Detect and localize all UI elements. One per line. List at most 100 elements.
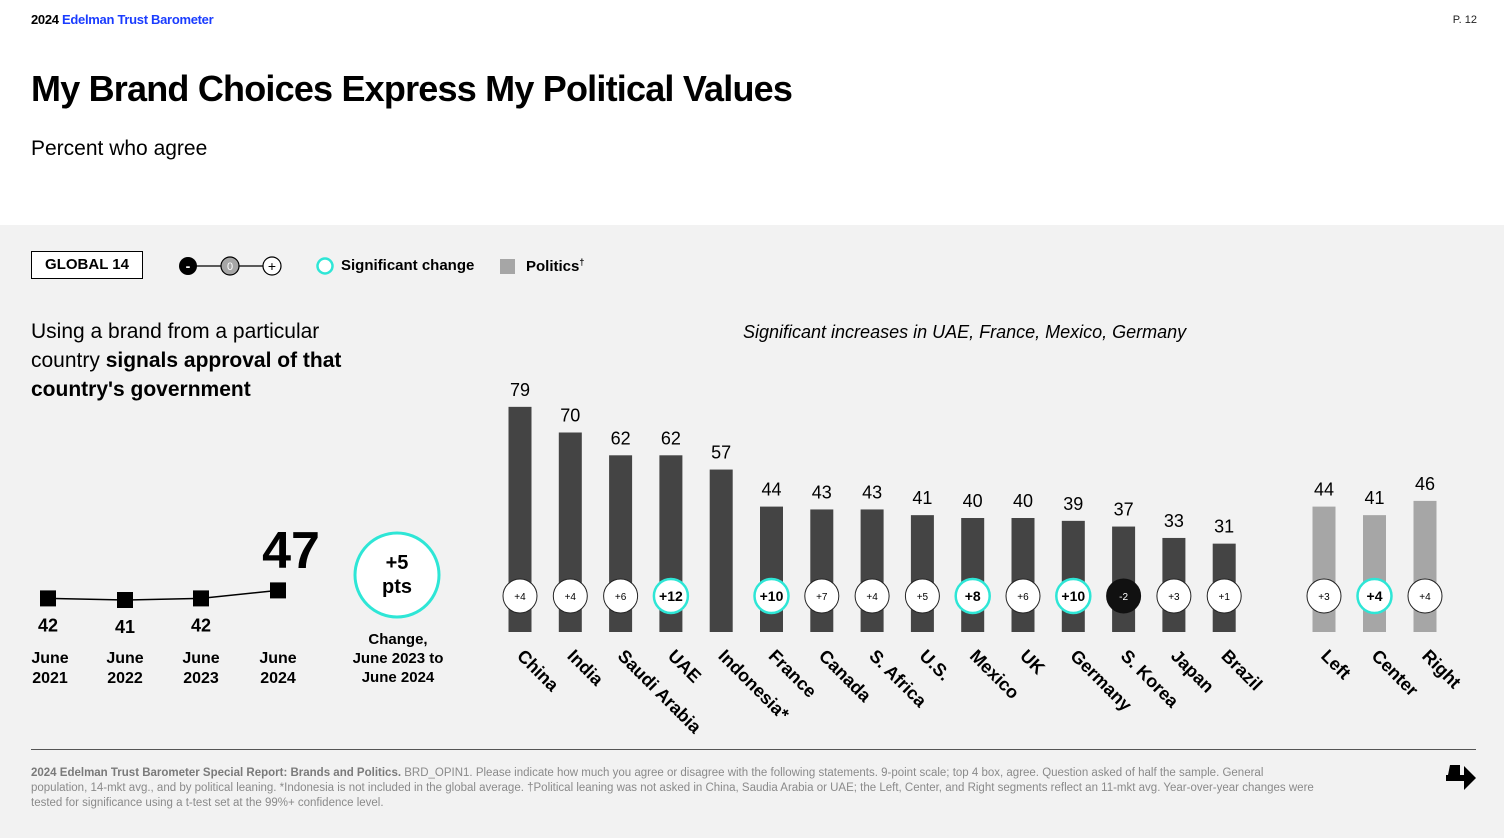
footnote-text: BRD_OPIN1. Please indicate how much you … [31, 767, 1314, 809]
trend-x-label: 2021 [32, 670, 68, 687]
trend-current-value: 47 [262, 522, 320, 580]
trend-x-label: 2024 [260, 670, 296, 687]
brand-logo: 2024 Edelman Trust Barometer [31, 12, 214, 27]
bar-value-label: 37 [1114, 500, 1134, 520]
change-badge-label: +3 [1168, 592, 1180, 603]
bar-value-label: 39 [1063, 494, 1083, 514]
trend-point [40, 590, 56, 607]
trend-x-label: June [106, 650, 143, 667]
change-badge [652, 577, 690, 615]
statement-bold: signals approval of that country's gover… [31, 349, 342, 401]
change-caption-line2: June 2023 to [352, 650, 444, 667]
category-label: UAE [664, 646, 705, 687]
page-subtitle: Percent who agree [31, 137, 208, 160]
zero-glyph: 0 [227, 261, 233, 273]
change-badge [804, 578, 840, 614]
change-value: +5 [386, 552, 409, 574]
bar [1061, 520, 1085, 632]
footnote-source: 2024 Edelman Trust Barometer Special Rep… [31, 767, 402, 779]
bar-value-label: 62 [661, 428, 681, 448]
trend-x-label: June [182, 650, 219, 667]
change-unit: pts [382, 576, 412, 598]
bar [1363, 515, 1386, 632]
change-badge [1206, 578, 1242, 614]
footnote: 2024 Edelman Trust Barometer Special Rep… [31, 766, 1321, 811]
bar-value-label: 41 [912, 488, 932, 508]
change-badge [1055, 577, 1092, 615]
content-panel [0, 225, 1504, 838]
change-badge-label: +10 [760, 588, 784, 604]
page-number: P. 12 [1452, 14, 1477, 26]
category-label: UK [1016, 646, 1049, 679]
bar-value-label: 57 [711, 443, 731, 463]
category-label: Center [1368, 646, 1422, 700]
footer-divider [31, 749, 1476, 750]
trend-x-label: June [259, 650, 296, 667]
politics-legend-label: Politics† [526, 257, 584, 275]
bar-value-label: 40 [963, 491, 983, 511]
category-label: Left [1317, 646, 1354, 683]
change-badge-label: +3 [1318, 592, 1330, 603]
minus-glyph: - [186, 258, 191, 274]
category-label: India [563, 646, 608, 691]
trend-x-label: 2022 [107, 670, 143, 687]
change-circle [353, 531, 441, 619]
bar-value-label: 43 [812, 482, 832, 502]
change-badge [603, 578, 639, 614]
bar-value-label: 43 [862, 482, 882, 502]
bar-value-label: 41 [1364, 488, 1384, 508]
next-page-arrow-icon[interactable] [1446, 763, 1478, 793]
change-badge-label: +10 [1061, 588, 1085, 604]
change-badge-label: +6 [1017, 592, 1029, 603]
category-label: U.S. [916, 646, 955, 685]
global-14-badge: GLOBAL 14 [31, 251, 143, 279]
chart-headline: Significant increases in UAE, France, Me… [743, 322, 1187, 342]
change-caption-line1: Change, [368, 631, 428, 648]
change-badge-label: +5 [917, 592, 929, 603]
trend-value-label: 42 [38, 615, 58, 635]
change-scale-legend: - 0 + [179, 256, 282, 276]
bar [910, 515, 934, 632]
plus-glyph: + [268, 258, 276, 274]
bar-value-label: 79 [510, 380, 530, 400]
trend-point [117, 592, 133, 608]
bar [961, 518, 985, 632]
change-badge [1106, 578, 1142, 614]
category-label: Right [1418, 646, 1465, 693]
significant-legend-icon [316, 257, 334, 275]
change-badge [753, 577, 790, 615]
trend-x-label: June [31, 650, 68, 667]
bar-value-label: 44 [761, 480, 781, 500]
change-badge [502, 578, 538, 614]
change-badge-label: +12 [659, 588, 683, 604]
change-badge-label: +4 [866, 592, 878, 603]
category-label: Mexico [966, 646, 1023, 703]
category-label: Brazil [1217, 646, 1266, 695]
page-title: My Brand Choices Express My Political Va… [31, 68, 793, 109]
category-label: China [513, 646, 563, 696]
bar [860, 509, 884, 632]
bar-value-label: 44 [1314, 480, 1334, 500]
change-badge-label: +6 [615, 592, 627, 603]
change-badge-label: +7 [816, 592, 828, 603]
change-badge-label: +8 [965, 588, 981, 604]
politics-legend-text: Politics [526, 258, 580, 275]
change-badge [1407, 578, 1443, 614]
zero-marker [220, 256, 240, 276]
change-badge [1156, 578, 1192, 614]
change-badge-label: +4 [1419, 592, 1431, 603]
brand-name: Edelman Trust Barometer [62, 12, 214, 27]
politics-legend-swatch [500, 259, 515, 274]
bar-value-label: 33 [1164, 511, 1184, 531]
brand-year: 2024 [31, 12, 59, 27]
change-badge-label: +4 [514, 592, 526, 603]
trend-value-label: 41 [115, 617, 135, 637]
statement-plain: Using a brand from a particular country [31, 320, 320, 372]
trend-x-label: 2023 [183, 670, 219, 687]
significant-legend-label: Significant change [341, 257, 475, 274]
change-badge-label: +1 [1218, 592, 1230, 603]
bar [810, 509, 834, 632]
bar-value-label: 62 [611, 428, 631, 448]
